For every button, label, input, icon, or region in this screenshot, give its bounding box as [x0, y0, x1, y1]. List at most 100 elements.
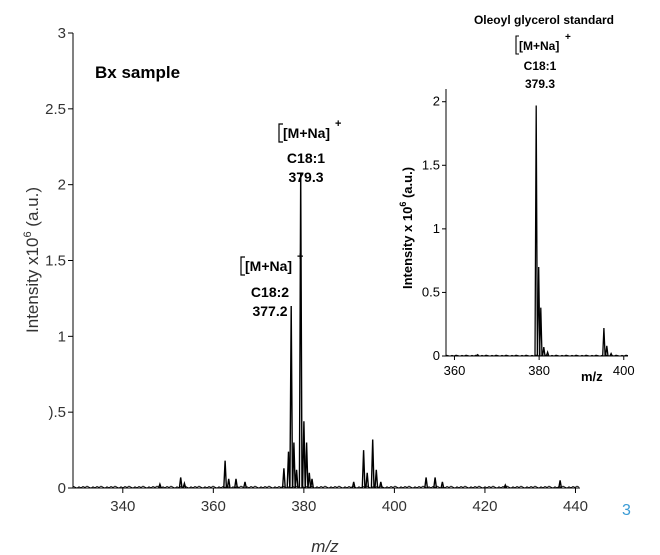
inset-peak [476, 353, 480, 357]
annotation-c18-1-species: C18:1 [287, 150, 325, 166]
inset-peak [541, 347, 546, 357]
main-peak [289, 305, 294, 489]
inset-y-axis-title-base: Intensity x 10 [400, 207, 415, 289]
annotation-c18-2-mass: 377.2 [252, 303, 287, 319]
main-peak [361, 450, 366, 489]
main-y-ticks: 0 ).5 1 1.5 2 2.5 3 [45, 25, 73, 497]
inset-peak [545, 350, 550, 357]
main-y-axis-title-base: Intensity x10 [23, 238, 42, 333]
main-x-axis-title: m/z [311, 537, 339, 555]
main-y-tick-label: ).5 [48, 404, 66, 421]
inset-chart: Oleoyl glycerol standard [M+Na] + C18:1 … [398, 13, 635, 384]
inset-y-axis-title-unit: (a.u.) [400, 167, 415, 202]
inset-x-axis-title: m/z [581, 369, 603, 384]
main-peak [291, 442, 296, 489]
main-chart: 340 360 380 400 420 440 0).511.522.53 Bx samp… [22, 25, 631, 555]
main-peak [226, 478, 231, 489]
main-peaks [157, 172, 563, 489]
main-peak [365, 472, 370, 489]
main-peak [243, 481, 247, 489]
inset-peak [534, 105, 539, 357]
inset-annotation-mass: 379.3 [525, 77, 555, 91]
main-peak [298, 172, 303, 489]
main-x-tick-label: 400 [382, 498, 407, 515]
inset-x-tick-label: 360 [444, 363, 466, 378]
main-y-axis-title-exponent: 6 [22, 231, 34, 237]
inset-peak [538, 307, 543, 357]
main-peak [433, 477, 438, 489]
main-peak [234, 478, 238, 489]
main-axes [72, 33, 580, 489]
main-peak [310, 478, 314, 489]
inset-y-tick-label: 1.5 [422, 157, 440, 172]
inset-peak [536, 266, 541, 357]
main-peak [223, 460, 228, 489]
inset-peak [604, 345, 609, 357]
inset-title: Oleoyl glycerol standard [474, 13, 614, 27]
main-x-tick-label: 440 [563, 498, 588, 515]
inset-y-tick-label: 0.5 [422, 284, 440, 299]
inset-annotation-charge: + [565, 32, 571, 43]
main-peak [351, 481, 356, 489]
main-noise-trace [72, 485, 580, 489]
main-x-tick-label: 380 [291, 498, 316, 515]
main-x-tick-label: 340 [110, 498, 135, 515]
inset-x-tick-label: 400 [613, 363, 635, 378]
annotation-c18-1-bracket-left [278, 123, 283, 143]
main-peak [294, 469, 299, 489]
annotation-c18-1-mass: 379.3 [288, 169, 323, 185]
main-y-tick-label: 1 [58, 328, 66, 345]
main-peak [182, 480, 187, 489]
main-peak [178, 477, 183, 489]
annotation-c18-2-species: C18:2 [251, 284, 289, 300]
annotation-c18-2-bracket-left [240, 256, 245, 276]
main-y-tick-label: 3 [58, 25, 66, 42]
inset-x-ticks: 360 380 400 [444, 356, 635, 378]
annotation-c18-1-ion: [M+Na] [283, 125, 330, 141]
main-peak [281, 468, 286, 489]
main-baseline-noise [72, 485, 580, 489]
main-y-tick-label: 1.5 [45, 253, 66, 270]
main-peak [370, 439, 375, 489]
inset-y-ticks: 0 0.5 1 1.5 2 [422, 94, 446, 363]
inset-x-tick-label: 380 [528, 363, 550, 378]
main-peak [558, 480, 563, 489]
main-peak [157, 482, 162, 489]
inset-annotation-species: C18:1 [524, 59, 557, 73]
main-peak [378, 481, 383, 489]
main-peak [304, 442, 309, 489]
main-peak [424, 477, 429, 489]
inset-annotation-c18-1: [M+Na] + C18:1 379.3 [515, 32, 571, 91]
main-x-tick-label: 360 [201, 498, 226, 515]
main-y-axis-title: Intensity x106 (a.u.) [22, 187, 42, 333]
main-panel-label: Bx sample [95, 63, 180, 82]
main-y-tick-label: 0 [58, 480, 66, 497]
inset-y-tick-label: 0 [433, 348, 440, 363]
inset-y-axis-title-exponent: 6 [398, 202, 408, 207]
main-x-ticks: 340 360 380 400 420 440 [110, 488, 588, 515]
main-y-axis-title-unit: (a.u.) [23, 187, 42, 231]
inset-peak [609, 351, 613, 357]
main-peak [301, 421, 306, 489]
main-y-tick-label: 2.5 [45, 101, 66, 118]
inset-annotation-ion: [M+Na] [519, 39, 559, 53]
inset-y-axis-title: Intensity x 106 (a.u.) [398, 167, 415, 289]
main-peak [440, 481, 445, 489]
annotation-c18-2-ion: [M+Na] [245, 258, 292, 274]
inset-y-tick-label: 1 [433, 221, 440, 236]
inset-annotation-bracket-left [515, 35, 519, 55]
main-peak [503, 483, 508, 489]
annotation-c18-2: [M+Na] + C18:2 377.2 [240, 251, 303, 319]
main-y-tick-label: 2 [58, 177, 66, 194]
edge-label: 3 [622, 502, 631, 519]
inset-peak [602, 327, 606, 357]
main-x-tick-label: 420 [472, 498, 497, 515]
inset-y-tick-label: 2 [433, 94, 440, 109]
inset-peaks [445, 105, 629, 357]
annotation-c18-1: [M+Na] + C18:1 379.3 [278, 118, 341, 185]
main-peak [307, 472, 312, 489]
annotation-c18-2-charge: + [297, 251, 303, 263]
annotation-c18-1-charge: + [335, 118, 341, 130]
main-peak [374, 469, 379, 489]
